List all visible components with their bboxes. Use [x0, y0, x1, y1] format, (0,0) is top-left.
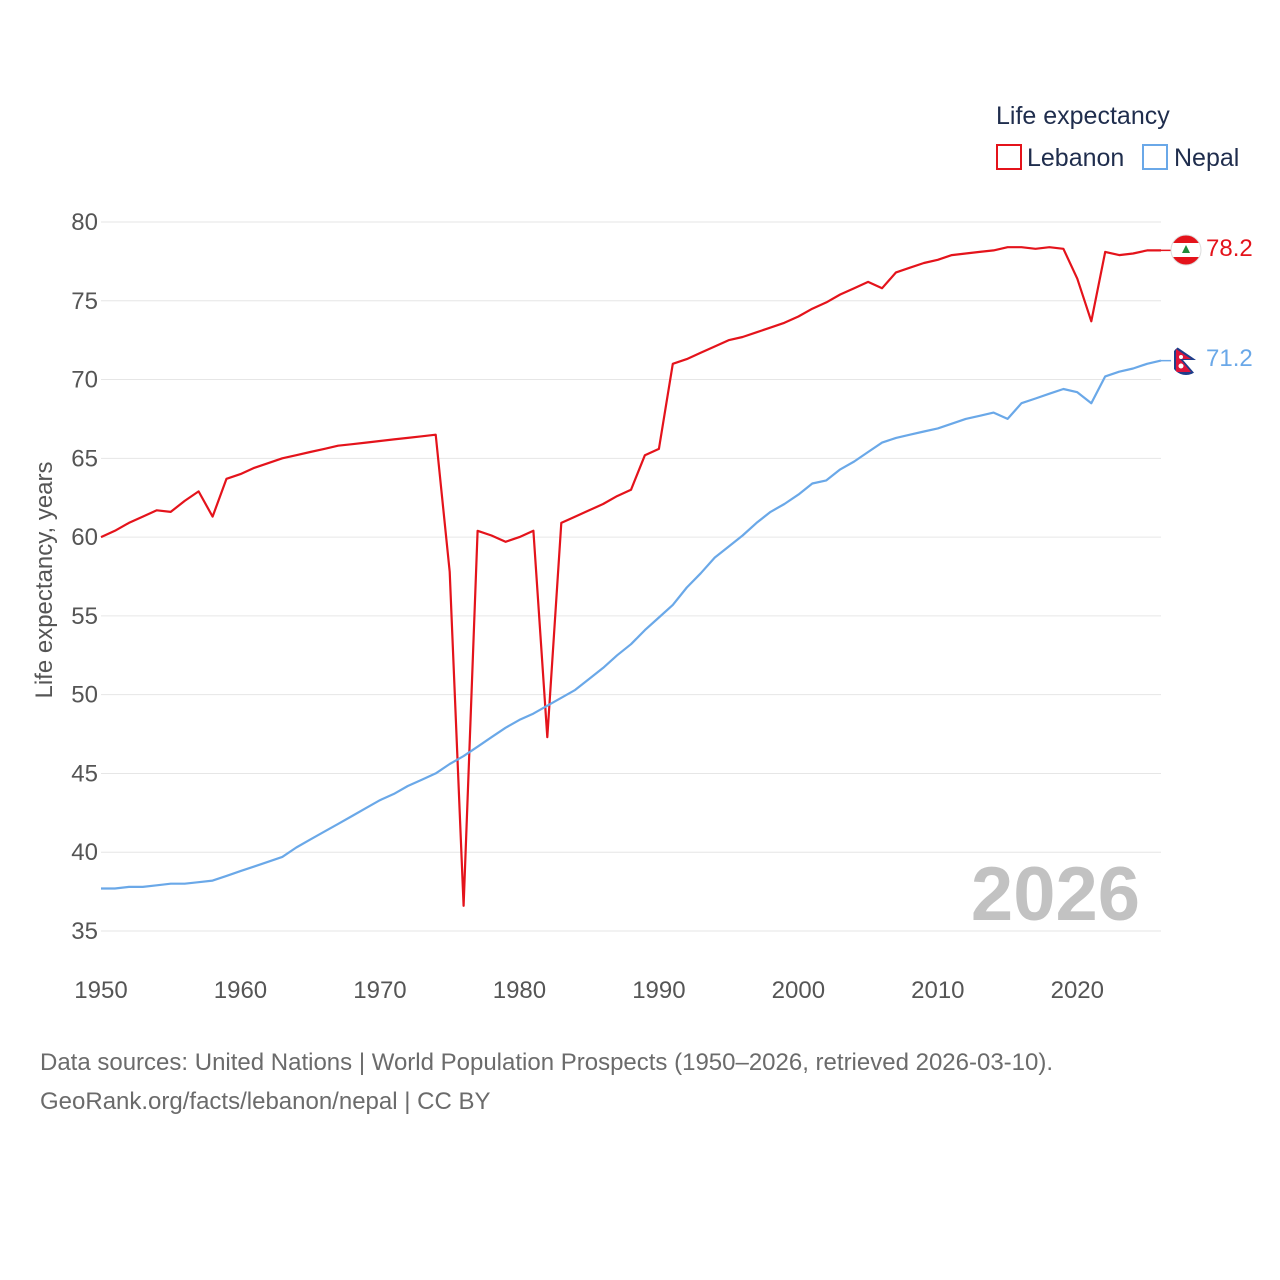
x-tick-label: 1980	[493, 977, 546, 1004]
x-tick-label: 2010	[911, 977, 964, 1004]
footer: Data sources: United Nations | World Pop…	[40, 1043, 1053, 1121]
y-tick-label: 60	[71, 524, 98, 551]
y-tick-label: 75	[71, 288, 98, 315]
nepal-flag-icon	[1171, 345, 1201, 375]
y-tick-label: 70	[71, 367, 98, 394]
footer-source: Data sources: United Nations | World Pop…	[40, 1049, 1054, 1076]
y-tick-label: 45	[71, 760, 98, 787]
grid-lines	[101, 221, 1161, 932]
series-line-nepal[interactable]	[101, 359, 1162, 890]
footer-credit[interactable]: GeoRank.org/facts/lebanon/nepal | CC BY	[40, 1088, 491, 1115]
end-label-nepal: 71.2	[1206, 345, 1253, 372]
y-tick-label: 65	[71, 445, 98, 472]
series-layer	[100, 246, 1172, 907]
legend-swatch-nepal[interactable]	[1142, 144, 1168, 170]
x-tick-label: 2000	[772, 977, 825, 1004]
end-label-lebanon: 78.2	[1206, 235, 1253, 262]
y-tick-label: 80	[71, 209, 98, 236]
x-tick-label: 1990	[632, 977, 685, 1004]
line-chart: 35 40 45 50 55 60 65 70 75 80 1950 1960 1970 1980 199…	[31, 102, 1253, 1004]
x-tick-label: 2020	[1051, 977, 1104, 1004]
y-tick-label: 40	[71, 839, 98, 866]
legend: Life expectancy Lebanon Nepal	[996, 102, 1239, 172]
legend-label-nepal[interactable]: Nepal	[1174, 144, 1239, 172]
legend-swatch-lebanon[interactable]	[996, 144, 1022, 170]
y-axis-label: Life expectancy, years	[31, 461, 58, 698]
legend-label-lebanon[interactable]: Lebanon	[1027, 144, 1124, 172]
x-tick-label: 1950	[74, 977, 127, 1004]
y-tick-label: 55	[71, 603, 98, 630]
x-tick-label: 1960	[214, 977, 267, 1004]
y-axis-ticks: 35 40 45 50 55 60 65 70 75 80	[71, 209, 98, 945]
x-tick-label: 1970	[353, 977, 406, 1004]
legend-title: Life expectancy	[996, 102, 1170, 130]
y-tick-label: 35	[71, 918, 98, 945]
lebanon-flag-icon	[1170, 234, 1202, 266]
y-tick-label: 50	[71, 682, 98, 709]
x-axis-ticks: 1950 1960 1970 1980 1990 2000 2010 2020	[74, 977, 1104, 1004]
series-line-lebanon[interactable]	[100, 246, 1161, 907]
year-watermark: 2026	[971, 852, 1140, 937]
